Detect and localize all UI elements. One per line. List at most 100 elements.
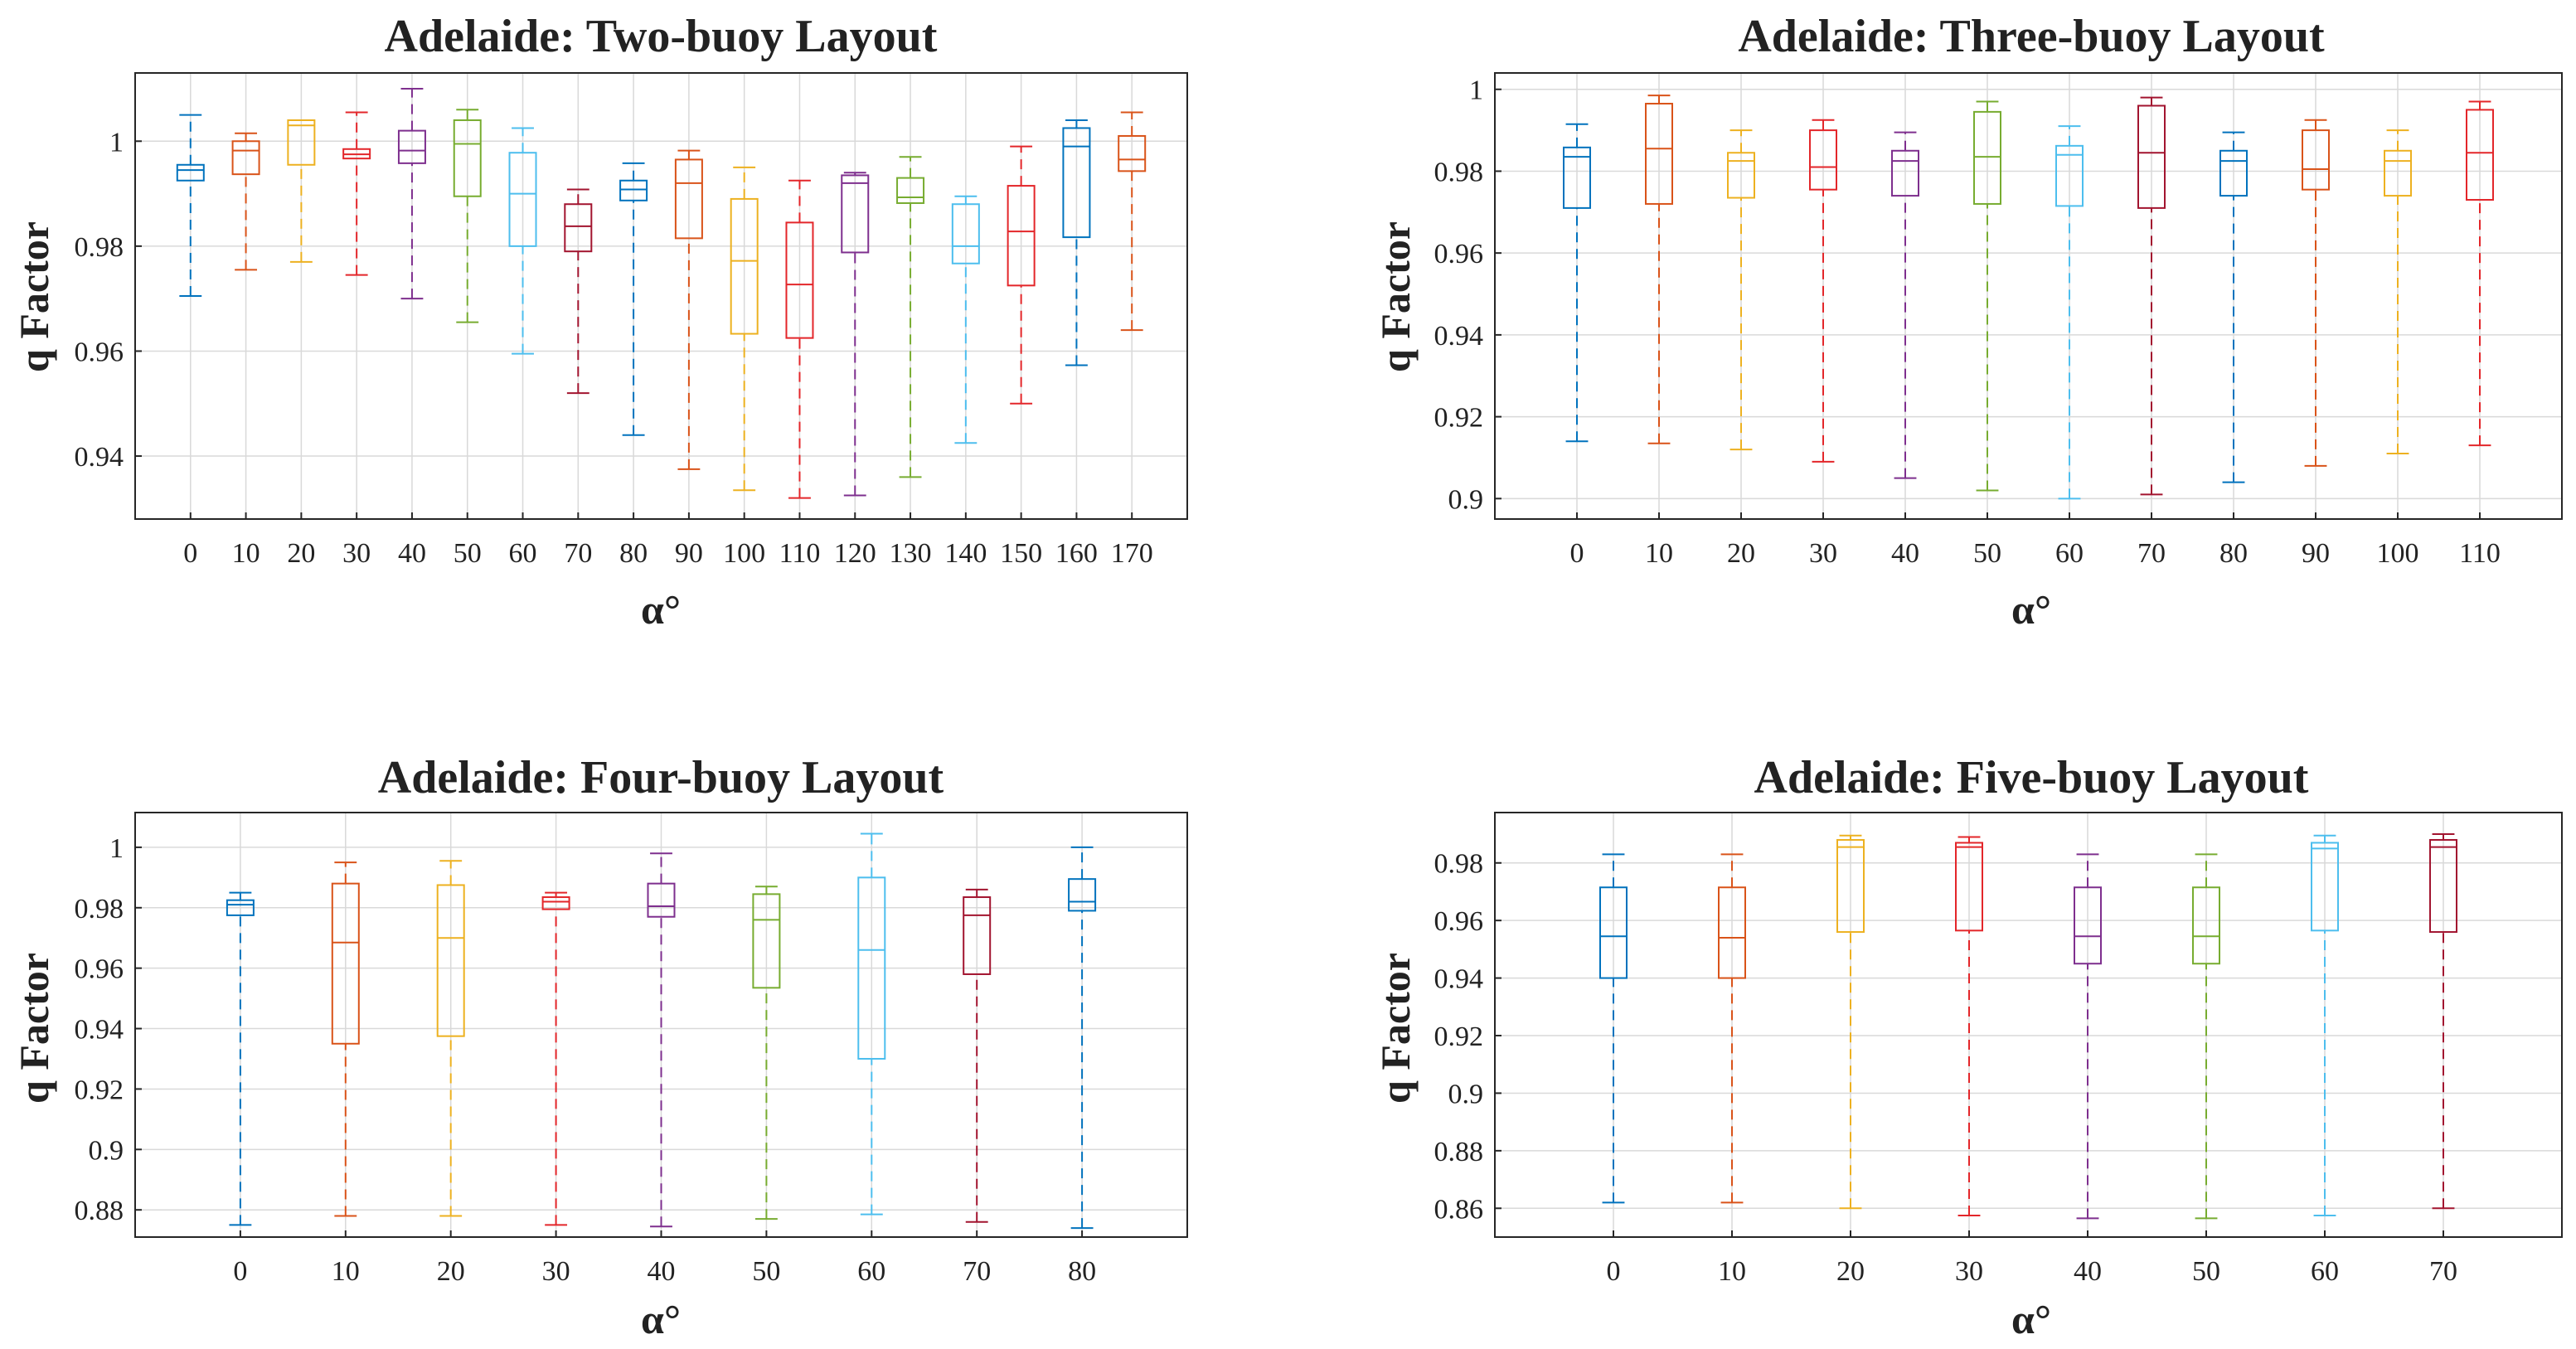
box-20 (1727, 129, 1755, 451)
box-150 (1007, 145, 1036, 405)
box-iqr (1118, 134, 1147, 172)
x-tick-label: 40 (1891, 538, 1919, 569)
x-tick-label: 20 (1727, 538, 1755, 569)
box-iqr (287, 119, 316, 166)
box-iqr (564, 203, 593, 253)
y-tick-label: 0.98 (75, 232, 124, 263)
box-iqr (2384, 149, 2412, 197)
box-iqr (508, 152, 537, 247)
box-iqr (2302, 129, 2330, 191)
subplot-title: Adelaide: Four-buoy Layout (378, 752, 944, 803)
x-tick-label: 0 (1570, 538, 1584, 569)
box-iqr (619, 179, 648, 201)
box-iqr (541, 896, 570, 910)
box-50 (2192, 853, 2220, 1220)
y-tick-label: 0.94 (75, 442, 124, 473)
x-tick-label: 70 (2429, 1256, 2457, 1287)
box-70 (963, 888, 992, 1223)
box-160 (1062, 119, 1091, 366)
axes-frame (134, 812, 1188, 1238)
box-iqr (1599, 886, 1628, 979)
box-iqr (730, 197, 759, 335)
subplot-five-buoy: Adelaide: Five-buoy Layout α° q Factor 0… (1372, 752, 2563, 1342)
x-tick-label: 30 (1809, 538, 1837, 569)
box-60 (2311, 834, 2339, 1216)
box-30 (342, 111, 371, 276)
x-tick-label: 40 (398, 538, 426, 569)
box-iqr (2429, 838, 2457, 934)
x-tick-label: 0 (233, 1256, 247, 1287)
box-60 (2055, 125, 2084, 500)
y-tick-label: 0.9 (89, 1135, 124, 1166)
x-tick-label: 60 (509, 538, 537, 569)
x-tick-label: 100 (2377, 538, 2419, 569)
box-iqr (1563, 146, 1591, 209)
subplot-four-buoy: Adelaide: Four-buoy Layout α° q Factor 0… (11, 752, 1188, 1342)
x-tick-label: 20 (437, 1256, 465, 1287)
x-tick-label: 130 (890, 538, 932, 569)
box-30 (1955, 836, 1983, 1216)
y-tick-label: 0.94 (75, 1015, 124, 1046)
box-iqr (397, 129, 426, 164)
box-iqr (841, 174, 870, 254)
x-tick-label: 40 (648, 1256, 676, 1287)
y-tick-label: 0.92 (1434, 1021, 1484, 1052)
y-tick-label: 0.96 (75, 337, 124, 367)
y-axis-label: q Factor (11, 953, 57, 1104)
y-tick-label: 0.86 (1434, 1194, 1484, 1225)
box-iqr (1007, 185, 1036, 287)
box-140 (951, 195, 980, 444)
box-100 (730, 166, 759, 492)
box-110 (785, 179, 814, 499)
box-iqr (1809, 129, 1837, 191)
subplot-title: Adelaide: Two-buoy Layout (385, 11, 938, 62)
x-tick-label: 150 (1000, 538, 1042, 569)
x-tick-label: 10 (332, 1256, 360, 1287)
x-tick-label: 30 (342, 538, 371, 569)
box-10 (1718, 853, 1746, 1204)
x-axis-label: α° (2011, 1296, 2051, 1342)
box-70 (2429, 833, 2457, 1210)
box-iqr (674, 158, 703, 240)
box-iqr (963, 896, 992, 975)
y-tick-label: 0.88 (1434, 1137, 1484, 1167)
box-40 (1891, 131, 1919, 479)
box-iqr (1062, 127, 1091, 239)
y-tick-label: 0.9 (1448, 484, 1484, 515)
y-axis-label: q Factor (1372, 221, 1419, 372)
box-90 (674, 149, 703, 470)
y-tick-label: 1 (1469, 75, 1483, 106)
box-170 (1118, 111, 1147, 332)
y-tick-label: 0.96 (75, 954, 124, 985)
box-iqr (1973, 110, 2001, 205)
box-0 (1599, 853, 1628, 1204)
x-tick-label: 30 (542, 1256, 570, 1287)
box-iqr (785, 221, 814, 339)
axes-frame (1494, 812, 2563, 1238)
x-tick-label: 100 (723, 538, 765, 569)
box-60 (857, 832, 886, 1216)
box-iqr (2466, 109, 2494, 201)
box-iqr (2055, 144, 2084, 207)
x-tick-label: 90 (2302, 538, 2330, 569)
y-tick-label: 0.98 (1434, 157, 1484, 187)
box-40 (2074, 853, 2102, 1220)
box-110 (2466, 100, 2494, 447)
y-tick-label: 1 (109, 833, 124, 864)
box-50 (752, 886, 781, 1220)
x-tick-label: 40 (2074, 1256, 2102, 1287)
x-tick-label: 50 (752, 1256, 780, 1287)
x-tick-label: 70 (564, 538, 592, 569)
x-tick-label: 60 (2055, 538, 2084, 569)
box-0 (1563, 123, 1591, 443)
x-tick-label: 30 (1955, 1256, 1983, 1287)
subplot-title: Adelaide: Five-buoy Layout (1754, 752, 2309, 803)
x-tick-label: 110 (2459, 538, 2501, 569)
y-tick-label: 0.98 (75, 894, 124, 924)
box-iqr (2219, 149, 2248, 197)
box-iqr (1718, 886, 1746, 979)
box-iqr (226, 899, 255, 916)
box-iqr (896, 177, 925, 204)
y-tick-label: 1 (109, 127, 124, 158)
x-tick-label: 20 (1836, 1256, 1865, 1287)
